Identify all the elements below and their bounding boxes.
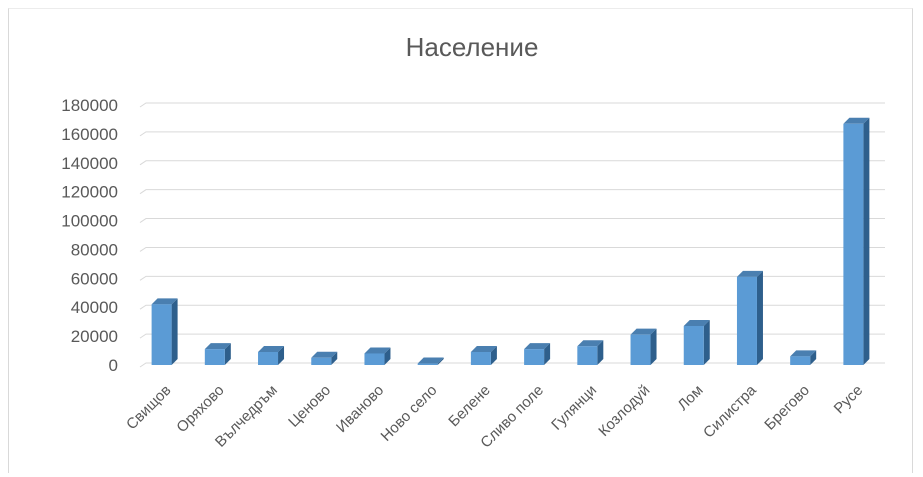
bar-side xyxy=(597,340,604,365)
bar xyxy=(843,117,870,366)
x-tick-label: Русе xyxy=(831,382,866,417)
bar xyxy=(258,346,285,365)
bar-front xyxy=(683,326,704,365)
bar-side xyxy=(650,328,657,365)
bar-side xyxy=(756,270,763,365)
chart-frame xyxy=(8,8,913,473)
bar-front xyxy=(258,352,279,365)
y-tick-label: 60000 xyxy=(71,269,118,288)
bar-front xyxy=(470,352,491,365)
bar-front xyxy=(577,346,598,365)
bar-top xyxy=(736,270,763,277)
y-axis-ticks: 0 20000 40000 60000 80000 100000 120000 140000 1… xyxy=(61,96,118,375)
bar xyxy=(364,347,391,365)
bar-top xyxy=(843,117,870,124)
bar-side xyxy=(278,346,285,365)
gridline xyxy=(139,275,885,281)
bar-side xyxy=(331,351,338,365)
x-tick-label: Ценово xyxy=(285,382,334,431)
bar-top xyxy=(683,320,710,326)
bar-top xyxy=(364,347,391,354)
bar-top xyxy=(790,350,817,357)
x-tick-label: Гулянци xyxy=(548,382,600,434)
chart-title: Население xyxy=(406,32,539,62)
bar-top xyxy=(630,328,657,335)
bar xyxy=(577,340,604,365)
bar xyxy=(311,351,338,365)
bar-front xyxy=(843,123,864,366)
y-tick-label: 160000 xyxy=(61,125,118,144)
bar xyxy=(790,350,817,365)
bar-top xyxy=(470,346,497,352)
gridline xyxy=(139,304,885,310)
bar-top xyxy=(417,357,444,364)
bar-front xyxy=(364,353,385,365)
gridline xyxy=(139,102,885,108)
bar-side xyxy=(810,350,817,365)
bar xyxy=(736,270,763,365)
gridlines xyxy=(139,102,885,368)
bar-side xyxy=(863,117,870,366)
bar-top xyxy=(524,343,551,350)
x-tick-label: Лом xyxy=(674,382,706,414)
bar-top xyxy=(258,346,285,352)
bar-side xyxy=(171,298,178,365)
bar-front xyxy=(630,334,651,365)
y-tick-label: 100000 xyxy=(61,212,118,231)
bar-front xyxy=(736,276,757,365)
gridline xyxy=(139,362,885,368)
bar xyxy=(204,343,231,365)
bar xyxy=(630,328,657,365)
y-tick-label: 0 xyxy=(109,356,118,375)
bar-side xyxy=(490,346,497,365)
x-tick-label: Свищов xyxy=(123,382,174,433)
bars xyxy=(151,117,870,366)
bar-top xyxy=(204,343,231,350)
y-tick-label: 20000 xyxy=(71,327,118,346)
bar-top xyxy=(311,351,338,358)
gridline xyxy=(139,218,885,223)
x-tick-label: Козлодуй xyxy=(595,382,653,440)
bar-front xyxy=(524,349,545,365)
gridline xyxy=(139,189,885,195)
y-tick-label: 140000 xyxy=(61,154,118,173)
y-tick-label: 80000 xyxy=(71,240,118,259)
bar-side xyxy=(224,343,231,365)
gridline xyxy=(139,333,885,339)
bar-top xyxy=(151,298,178,305)
bar xyxy=(683,320,710,365)
x-tick-label: Белене xyxy=(445,382,493,430)
bar-front xyxy=(417,363,438,365)
bar-side xyxy=(544,343,551,365)
bar xyxy=(470,346,497,365)
bar-top xyxy=(577,340,604,347)
bar xyxy=(151,298,178,365)
bar-side xyxy=(703,320,710,365)
bar-front xyxy=(204,349,225,365)
bar-front xyxy=(151,304,172,365)
gridline xyxy=(139,246,885,252)
y-tick-label: 120000 xyxy=(61,183,118,202)
x-tick-label: Оряхово xyxy=(173,382,227,436)
gridline xyxy=(139,131,885,137)
bar-side xyxy=(384,347,391,365)
x-tick-label: Иваново xyxy=(333,382,387,436)
x-tick-label: Ново село xyxy=(378,382,441,445)
x-tick-label: Силистра xyxy=(700,381,760,441)
bar-front xyxy=(311,357,332,365)
y-tick-label: 180000 xyxy=(61,96,118,115)
bar xyxy=(524,343,551,365)
bar-side xyxy=(437,357,444,365)
y-tick-label: 40000 xyxy=(71,298,118,317)
x-tick-label: Брегово xyxy=(761,382,813,434)
bar xyxy=(417,357,444,365)
bar-front xyxy=(790,356,811,365)
gridline xyxy=(139,160,885,166)
